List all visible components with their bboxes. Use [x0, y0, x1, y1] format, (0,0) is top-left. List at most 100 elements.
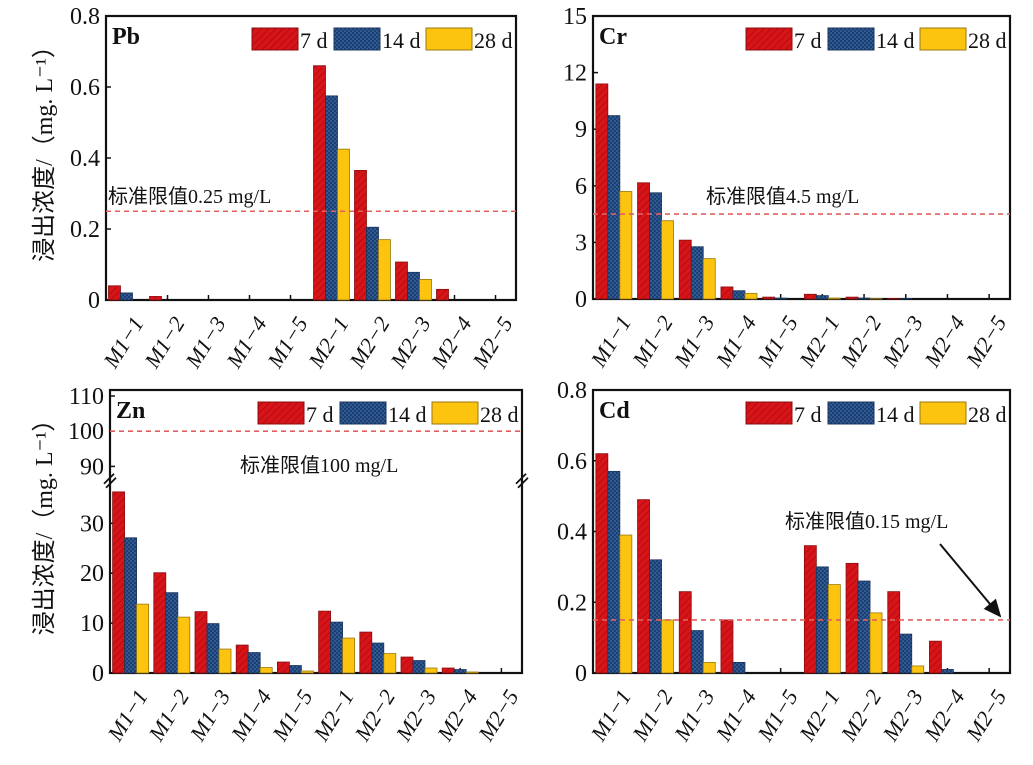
bar-7d-M2−2 — [354, 170, 367, 301]
y-axis-label: 浸出浓度/（mg. L⁻¹） — [31, 408, 58, 636]
legend-swatch-14d — [827, 27, 875, 51]
y-tick-label: 0 — [575, 287, 587, 313]
bar-7d-M1−1 — [595, 83, 609, 300]
legend-swatch-28d — [425, 27, 473, 51]
bar-28d-M2−2 — [869, 612, 883, 674]
y-axis-label: 浸出浓度/（mg. L⁻¹） — [31, 34, 58, 262]
bar-14d-M2−4 — [941, 669, 954, 674]
legend-label: 7 d — [306, 402, 334, 427]
bar-14d-M1−4 — [732, 290, 746, 300]
legend-label: 28 d — [968, 28, 1007, 53]
y-tick-label: 20 — [80, 561, 104, 587]
x-tick-label: M1−1 — [585, 685, 636, 746]
y-tick-label: 0.8 — [557, 378, 587, 404]
bar-28d-M2−2 — [378, 239, 391, 301]
y-tick-label: 0 — [92, 661, 104, 687]
y-tick-label: 0.2 — [70, 217, 100, 243]
x-tick-label: M1−3 — [180, 312, 231, 373]
bar-7d-M1−4 — [720, 286, 734, 300]
x-tick-label: M1−4 — [225, 685, 276, 746]
bar-28d-M1−3 — [702, 661, 716, 674]
y-tick-label: 100 — [68, 419, 104, 445]
bar-28d-M1−2 — [661, 220, 674, 300]
bar-7d-M1−2 — [153, 572, 167, 674]
x-tick-label: M2−1 — [308, 685, 359, 746]
bar-14d-M1−2 — [649, 192, 662, 300]
x-tick-label: M1−2 — [627, 311, 678, 372]
legend-swatch-7d — [745, 27, 793, 51]
bar-28d-M1−5 — [300, 670, 314, 674]
legend-label: 14 d — [876, 28, 915, 53]
bar-28d-M1−1 — [619, 534, 633, 674]
bar-14d-M1−4 — [247, 652, 261, 674]
axis-break-mark — [105, 477, 117, 489]
bar-7d-M2−2 — [359, 631, 373, 674]
x-tick-label: M2−4 — [431, 685, 482, 746]
bar-28d-M1−4 — [744, 292, 758, 300]
bar-28d-M2−1 — [337, 148, 350, 301]
bar-14d-M2−2 — [857, 297, 871, 300]
x-tick-label: M2−5 — [473, 685, 524, 746]
x-tick-label: M2−2 — [349, 685, 400, 746]
x-tick-label: M2−5 — [960, 311, 1011, 372]
bar-14d-M1−2 — [649, 559, 662, 674]
y-tick-label: 30 — [80, 511, 104, 537]
legend-swatch-14d — [339, 401, 387, 425]
bar-7d-M2−3 — [887, 591, 901, 674]
panel-pb: 00.20.40.60.8M1−1M1−2M1−3M1−4M1−5M2−1M2−… — [31, 4, 518, 373]
y-tick-label: 0.4 — [557, 520, 587, 546]
x-tick-label: M2−2 — [344, 312, 395, 373]
bar-14d-M1−1 — [607, 115, 621, 300]
bar-28d-M2−3 — [419, 279, 432, 301]
legend-label: 28 d — [480, 402, 519, 427]
x-tick-label: M2−4 — [426, 312, 477, 373]
x-tick-label: M2−1 — [303, 312, 354, 373]
legend-label: 7 d — [300, 28, 328, 53]
x-tick-label: M2−5 — [960, 685, 1011, 746]
limit-label: 标准限值0.15 mg/L — [785, 510, 948, 533]
y-tick-label: 10 — [80, 611, 104, 637]
x-tick-label: M1−5 — [262, 312, 313, 373]
y-tick-label: 0 — [575, 661, 587, 687]
legend-label: 7 d — [794, 28, 822, 53]
bar-7d-M2−4 — [436, 288, 449, 301]
bar-7d-M1−2 — [637, 182, 650, 300]
bar-28d-M1−3 — [702, 258, 716, 300]
bar-28d-M2−1 — [342, 637, 356, 674]
x-tick-label: M1−3 — [184, 685, 235, 746]
bar-14d-M1−1 — [607, 470, 621, 674]
bar-14d-M2−2 — [857, 580, 871, 674]
bar-28d-M2−2 — [383, 653, 397, 674]
x-tick-label: M2−3 — [390, 685, 441, 746]
axis-break-mark — [515, 473, 527, 485]
panel-cr: 0 3 6 9 12 15 M1−1M1−2M1−3M1−4M1−5M2−1M2−2M2−3… — [563, 4, 1011, 372]
plot-frame — [104, 14, 518, 302]
bar-14d-M1−3 — [690, 246, 704, 300]
legend-label: 14 d — [876, 402, 915, 427]
x-tick-label: M2−3 — [385, 312, 436, 373]
x-tick-label: M1−1 — [98, 312, 149, 373]
y-tick-label: 0.4 — [70, 146, 100, 172]
x-tick-label: M2−1 — [794, 685, 845, 746]
legend-swatch-28d — [919, 27, 967, 51]
bar-14d-M1−4 — [732, 661, 746, 674]
y-tick-label: 0 — [88, 288, 100, 314]
panel-title: Cd — [599, 398, 630, 424]
plot-frame — [108, 388, 524, 675]
x-tick-label: M1−4 — [710, 311, 761, 372]
x-tick-label: M2−3 — [877, 311, 928, 372]
x-tick-label: M1−2 — [139, 312, 190, 373]
bar-7d-M1−3 — [194, 611, 208, 674]
x-tick-label: M1−5 — [752, 685, 803, 746]
panel-cd: 00.20.40.60.8M1−1M1−2M1−3M1−4M1−5M2−1M2−… — [557, 378, 1011, 746]
bar-7d-M1−5 — [762, 296, 776, 300]
x-tick-label: M1−4 — [221, 312, 272, 373]
bar-14d-M1−5 — [288, 665, 302, 674]
x-tick-label: M1−4 — [710, 685, 761, 746]
plot-frame — [591, 14, 1012, 301]
bar-14d-M2−3 — [407, 271, 420, 301]
bar-7d-M2−2 — [845, 562, 859, 674]
legend-swatch-14d — [333, 27, 381, 51]
bar-14d-M1−1 — [120, 292, 133, 301]
